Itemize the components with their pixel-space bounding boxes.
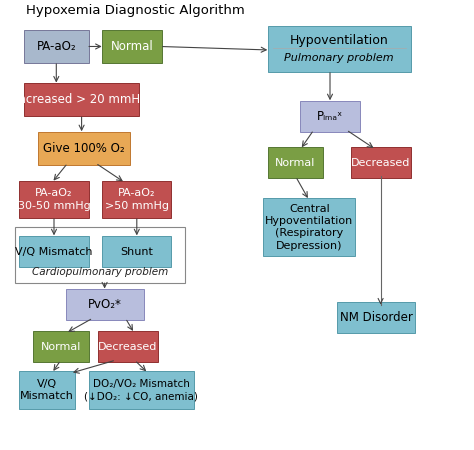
FancyBboxPatch shape <box>351 148 410 179</box>
Text: PA-aO₂
30-50 mmHg: PA-aO₂ 30-50 mmHg <box>18 188 91 211</box>
FancyBboxPatch shape <box>268 26 410 72</box>
FancyBboxPatch shape <box>300 101 360 132</box>
Text: PA-aO₂
>50 mmHg: PA-aO₂ >50 mmHg <box>105 188 169 211</box>
Text: Pulmonary problem: Pulmonary problem <box>284 53 394 63</box>
FancyBboxPatch shape <box>65 289 144 320</box>
FancyBboxPatch shape <box>337 302 415 333</box>
Text: NM Disorder: NM Disorder <box>339 311 412 324</box>
FancyBboxPatch shape <box>24 83 139 117</box>
Text: PvO₂*: PvO₂* <box>88 298 121 311</box>
Text: Decreased: Decreased <box>98 342 157 352</box>
FancyBboxPatch shape <box>19 371 75 409</box>
FancyBboxPatch shape <box>102 180 171 218</box>
Text: Increased > 20 mmHg: Increased > 20 mmHg <box>15 93 148 106</box>
Text: Normal: Normal <box>111 40 154 53</box>
Text: Hypoventilation: Hypoventilation <box>290 35 389 47</box>
FancyBboxPatch shape <box>33 331 89 362</box>
Text: Pₗₘₐˣ: Pₗₘₐˣ <box>317 110 343 123</box>
FancyBboxPatch shape <box>102 30 162 63</box>
Text: Cardiopulmonary problem: Cardiopulmonary problem <box>32 267 168 277</box>
FancyBboxPatch shape <box>19 180 89 218</box>
FancyBboxPatch shape <box>24 30 89 63</box>
FancyBboxPatch shape <box>98 331 157 362</box>
FancyBboxPatch shape <box>19 236 89 267</box>
Text: DO₂/VO₂ Mismatch
(↓DO₂: ↓CO, anemia): DO₂/VO₂ Mismatch (↓DO₂: ↓CO, anemia) <box>84 379 198 401</box>
FancyBboxPatch shape <box>263 198 356 256</box>
Text: Normal: Normal <box>275 158 316 168</box>
Text: Hypoxemia Diagnostic Algorithm: Hypoxemia Diagnostic Algorithm <box>27 4 245 17</box>
FancyBboxPatch shape <box>102 236 171 267</box>
FancyBboxPatch shape <box>268 148 323 179</box>
FancyBboxPatch shape <box>38 132 130 165</box>
Text: Give 100% O₂: Give 100% O₂ <box>43 142 125 155</box>
Text: Shunt: Shunt <box>120 247 153 256</box>
FancyBboxPatch shape <box>89 371 194 409</box>
Text: PA-aO₂: PA-aO₂ <box>36 40 76 53</box>
Text: Normal: Normal <box>41 342 81 352</box>
Text: V/Q Mismatch: V/Q Mismatch <box>15 247 93 256</box>
Text: Decreased: Decreased <box>351 158 410 168</box>
Text: V/Q
Mismatch: V/Q Mismatch <box>20 379 74 401</box>
Text: Central
Hypoventilation
(Respiratory
Depression): Central Hypoventilation (Respiratory Dep… <box>265 203 354 251</box>
